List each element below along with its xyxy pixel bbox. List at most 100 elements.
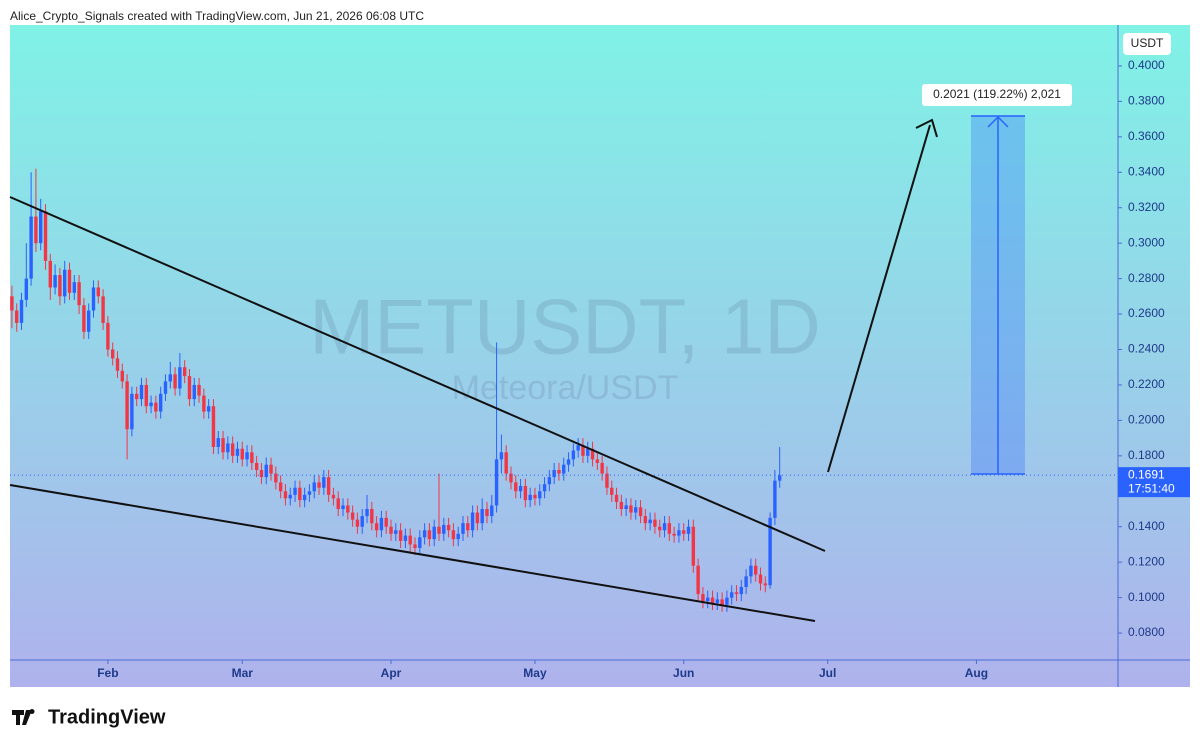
candle-body [206,406,211,412]
candle-body [101,296,105,323]
candle-body [355,519,360,527]
candle-body [178,367,182,389]
candle-body [499,452,504,460]
candle-body [629,505,633,513]
candle-body [221,438,225,453]
candle-body [725,597,729,605]
y-tick-label: 0.3200 [1128,200,1165,214]
candle-body [163,381,168,394]
candle-body [139,384,144,400]
candle-body [475,512,480,524]
candle-body [533,494,537,499]
y-tick-label: 0.2200 [1128,377,1165,391]
candle-body [566,459,571,465]
y-tick-label: 0.4000 [1128,58,1165,72]
candle-body [379,517,384,531]
candle-body [283,491,288,499]
y-tick-label: 0.2000 [1128,413,1165,427]
candle-body [322,477,326,488]
candle-body [518,485,523,492]
candle-body [643,516,648,524]
projection-arrow [827,124,931,473]
candle-body [254,462,259,471]
candle-body [763,583,768,586]
logo-text: TradingView [48,706,166,728]
candle-body [773,480,777,518]
candle-body [749,565,753,577]
candle-body [653,519,657,527]
y-tick-label: 0.1800 [1128,448,1165,462]
candle-body [259,470,264,478]
candle-body [197,384,201,396]
candle-body [461,523,465,534]
trendline-lower [9,484,816,622]
candle-body [442,524,446,534]
candle-body [538,491,542,499]
candle-body [422,530,427,538]
y-tick-label: 0.0800 [1128,625,1165,639]
candle-body [77,282,81,306]
candle-body [173,374,177,389]
candle-body [19,299,24,323]
y-tick-label: 0.3600 [1128,129,1165,143]
candle-body [605,473,609,488]
candle-body [523,485,528,501]
candle-body [34,216,38,244]
candle-body [96,287,100,297]
candle-body [470,512,475,531]
candle-body [696,565,700,595]
candle-body [346,505,350,513]
candle-body [158,393,163,412]
unit-label: USDT [1131,36,1164,50]
candle-body [86,310,91,332]
candle-body [192,384,196,400]
candle-body [43,211,48,261]
candle-body [552,470,556,478]
candle-body [134,393,139,400]
candle-body [600,462,604,474]
y-tick-label: 0.2600 [1128,306,1165,320]
candle-body [619,501,624,510]
candle-body [686,526,691,534]
candle-body [360,516,364,527]
candle-body [317,482,321,488]
candle-body [571,450,576,460]
candle-body [230,443,235,456]
candle-body [15,310,19,323]
candle-body [350,512,355,520]
candle-body [638,507,643,517]
candle-body [744,576,748,587]
candle-body [710,597,715,603]
candle-body [202,395,206,412]
candle-body [485,509,489,517]
measure-label: 0.2021 (119.22%) 2,021 [933,87,1061,101]
candle-body [586,448,590,456]
x-tick-label: May [523,666,547,680]
candle-body [701,594,705,602]
logo-icon [12,708,35,725]
candle-body [437,526,441,534]
candle-body [341,505,345,510]
candle-body [542,484,547,492]
candle-body [58,275,62,297]
y-tick-label: 0.3800 [1128,94,1165,108]
candle-body [682,530,686,534]
candle-body [278,482,283,492]
candle-body [24,278,29,300]
candle-body [504,452,508,474]
candle-body [168,374,172,382]
candle-body [149,402,153,407]
candle-body [370,509,374,524]
candle-body [115,358,120,371]
candle-body [120,370,124,382]
x-tick-label: Mar [232,666,254,680]
candle-body [494,459,499,506]
candle-body [456,533,460,540]
candle-body [130,393,134,430]
candle-body [182,367,187,377]
watermark-name: Meteora/USDT [452,369,679,407]
candle-body [336,498,340,510]
candle-body [427,530,432,540]
candle-body [240,448,244,460]
